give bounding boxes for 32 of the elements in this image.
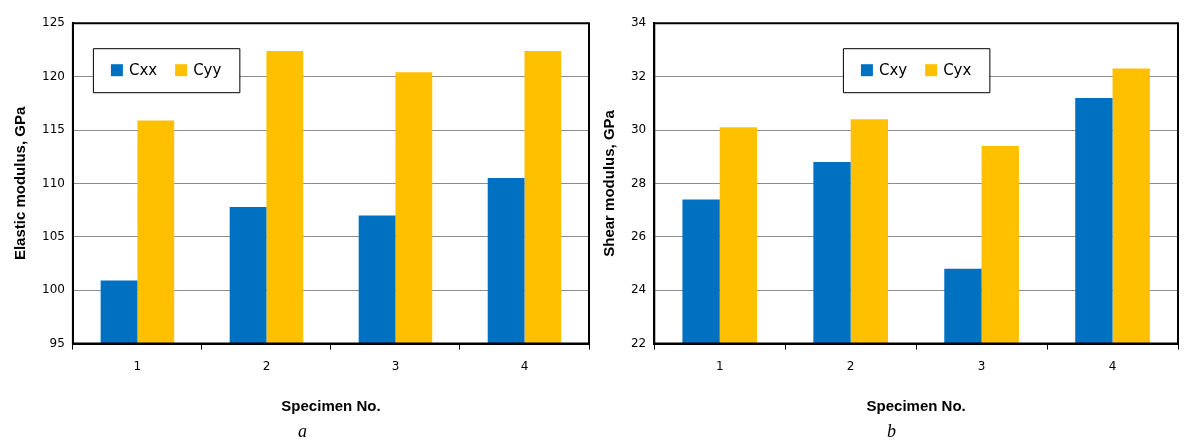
legend-label: Cxx	[128, 61, 158, 80]
y-tick-label: 115	[42, 122, 65, 137]
y-tick-label: 34	[630, 15, 647, 30]
x-tick-label: 3	[977, 358, 986, 373]
legend-label: Cxy	[878, 61, 908, 80]
x-tick-label: 3	[391, 358, 400, 373]
x-axis-title: Specimen No.	[281, 397, 381, 415]
y-axis-title: Elastic modulus, GPa	[11, 106, 29, 261]
text: a	[297, 420, 308, 442]
legend-label: Cyx	[943, 61, 972, 80]
x-tick-label: 2	[846, 358, 855, 373]
legend-label: Cyy	[193, 61, 222, 80]
y-tick-label: 95	[49, 335, 65, 350]
x-tick-label: 2	[262, 358, 271, 373]
x-tick-label: 4	[520, 358, 529, 373]
text: b	[886, 420, 897, 442]
y-tick-label: 100	[42, 282, 65, 297]
y-tick-label: 105	[42, 228, 65, 243]
y-tick-label: 120	[42, 68, 65, 83]
y-tick-label: 125	[42, 15, 65, 30]
x-axis-title: Specimen No.	[866, 397, 966, 415]
y-tick-label: 110	[42, 175, 65, 190]
y-tick-label: 22	[630, 335, 647, 350]
y-tick-label: 28	[630, 175, 647, 190]
y-axis-title: Shear modulus, GPa	[600, 109, 618, 257]
x-tick-label: 1	[715, 358, 724, 373]
y-tick-label: 30	[630, 122, 647, 137]
y-tick-label: 26	[630, 228, 647, 243]
y-tick-label: 24	[630, 282, 647, 297]
y-tick-label: 32	[630, 68, 647, 83]
x-tick-label: 1	[133, 358, 142, 373]
x-tick-label: 4	[1108, 358, 1117, 373]
